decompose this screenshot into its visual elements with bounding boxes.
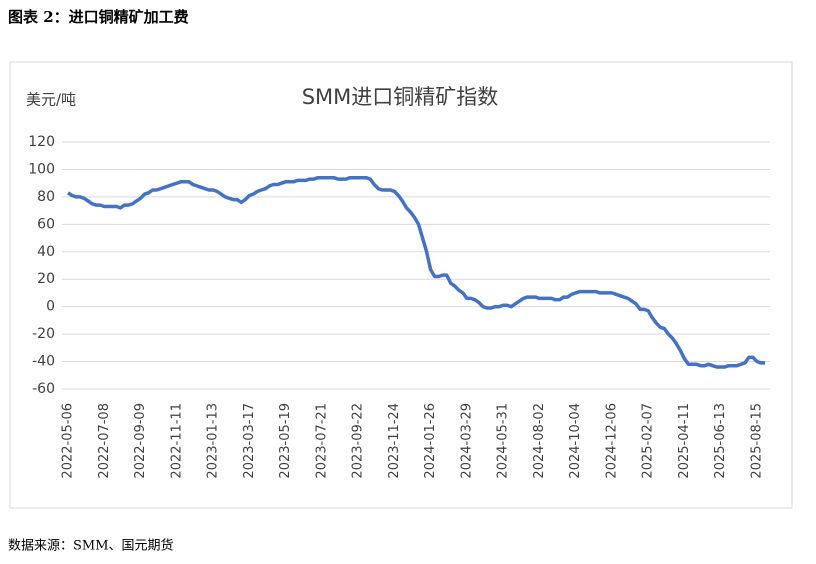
x-tick-label: 2024-05-31 [496,403,511,479]
x-tick-label: 2025-04-11 [677,403,692,479]
y-tick-label: 60 [37,216,55,232]
y-tick-label: 0 [46,299,55,315]
y-tick-label: -60 [32,381,55,397]
x-tick-label: 2024-01-26 [423,403,438,479]
x-tick-label: 2025-06-13 [713,403,728,479]
source: 数据来源：SMM、国元期货 [8,538,174,554]
y-tick-label: 20 [37,271,55,287]
x-tick-label: 2023-07-21 [314,403,329,479]
y-tick-label: -20 [32,326,55,342]
x-tick-label: 2023-03-17 [242,403,257,479]
x-tick-label: 2022-11-11 [169,403,184,479]
chart-frame [9,61,793,509]
x-tick-label: 2024-12-06 [604,403,619,479]
chart-title: SMM进口铜精矿指数 [302,85,499,109]
y-tick-label: 100 [28,161,55,177]
x-tick-label: 2023-05-19 [278,403,293,479]
x-tick-label: 2022-07-08 [97,403,112,479]
x-tick-label: 2024-08-02 [532,403,547,479]
line-series [67,175,766,369]
y-tick-label: 40 [37,244,55,260]
y-tick-label: -40 [32,354,55,370]
y-tick-label: 80 [37,189,55,205]
x-tick-label: 2024-10-04 [568,403,583,479]
x-tick-label: 2025-08-15 [750,403,765,479]
x-tick-label: 2022-09-09 [133,403,148,479]
x-tick-label: 2025-02-07 [641,403,656,479]
x-tick-label: 2023-11-24 [387,403,402,479]
x-tick-label: 2023-09-22 [351,403,366,479]
y-axis-label: 美元/吨 [26,91,76,109]
x-tick-label: 2024-03-29 [459,403,474,479]
x-tick-label: 2022-05-06 [61,403,76,479]
caption: 图表 2：进口铜精矿加工费 [8,8,189,26]
x-tick-label: 2023-01-13 [206,403,221,479]
y-tick-label: 120 [28,134,55,150]
